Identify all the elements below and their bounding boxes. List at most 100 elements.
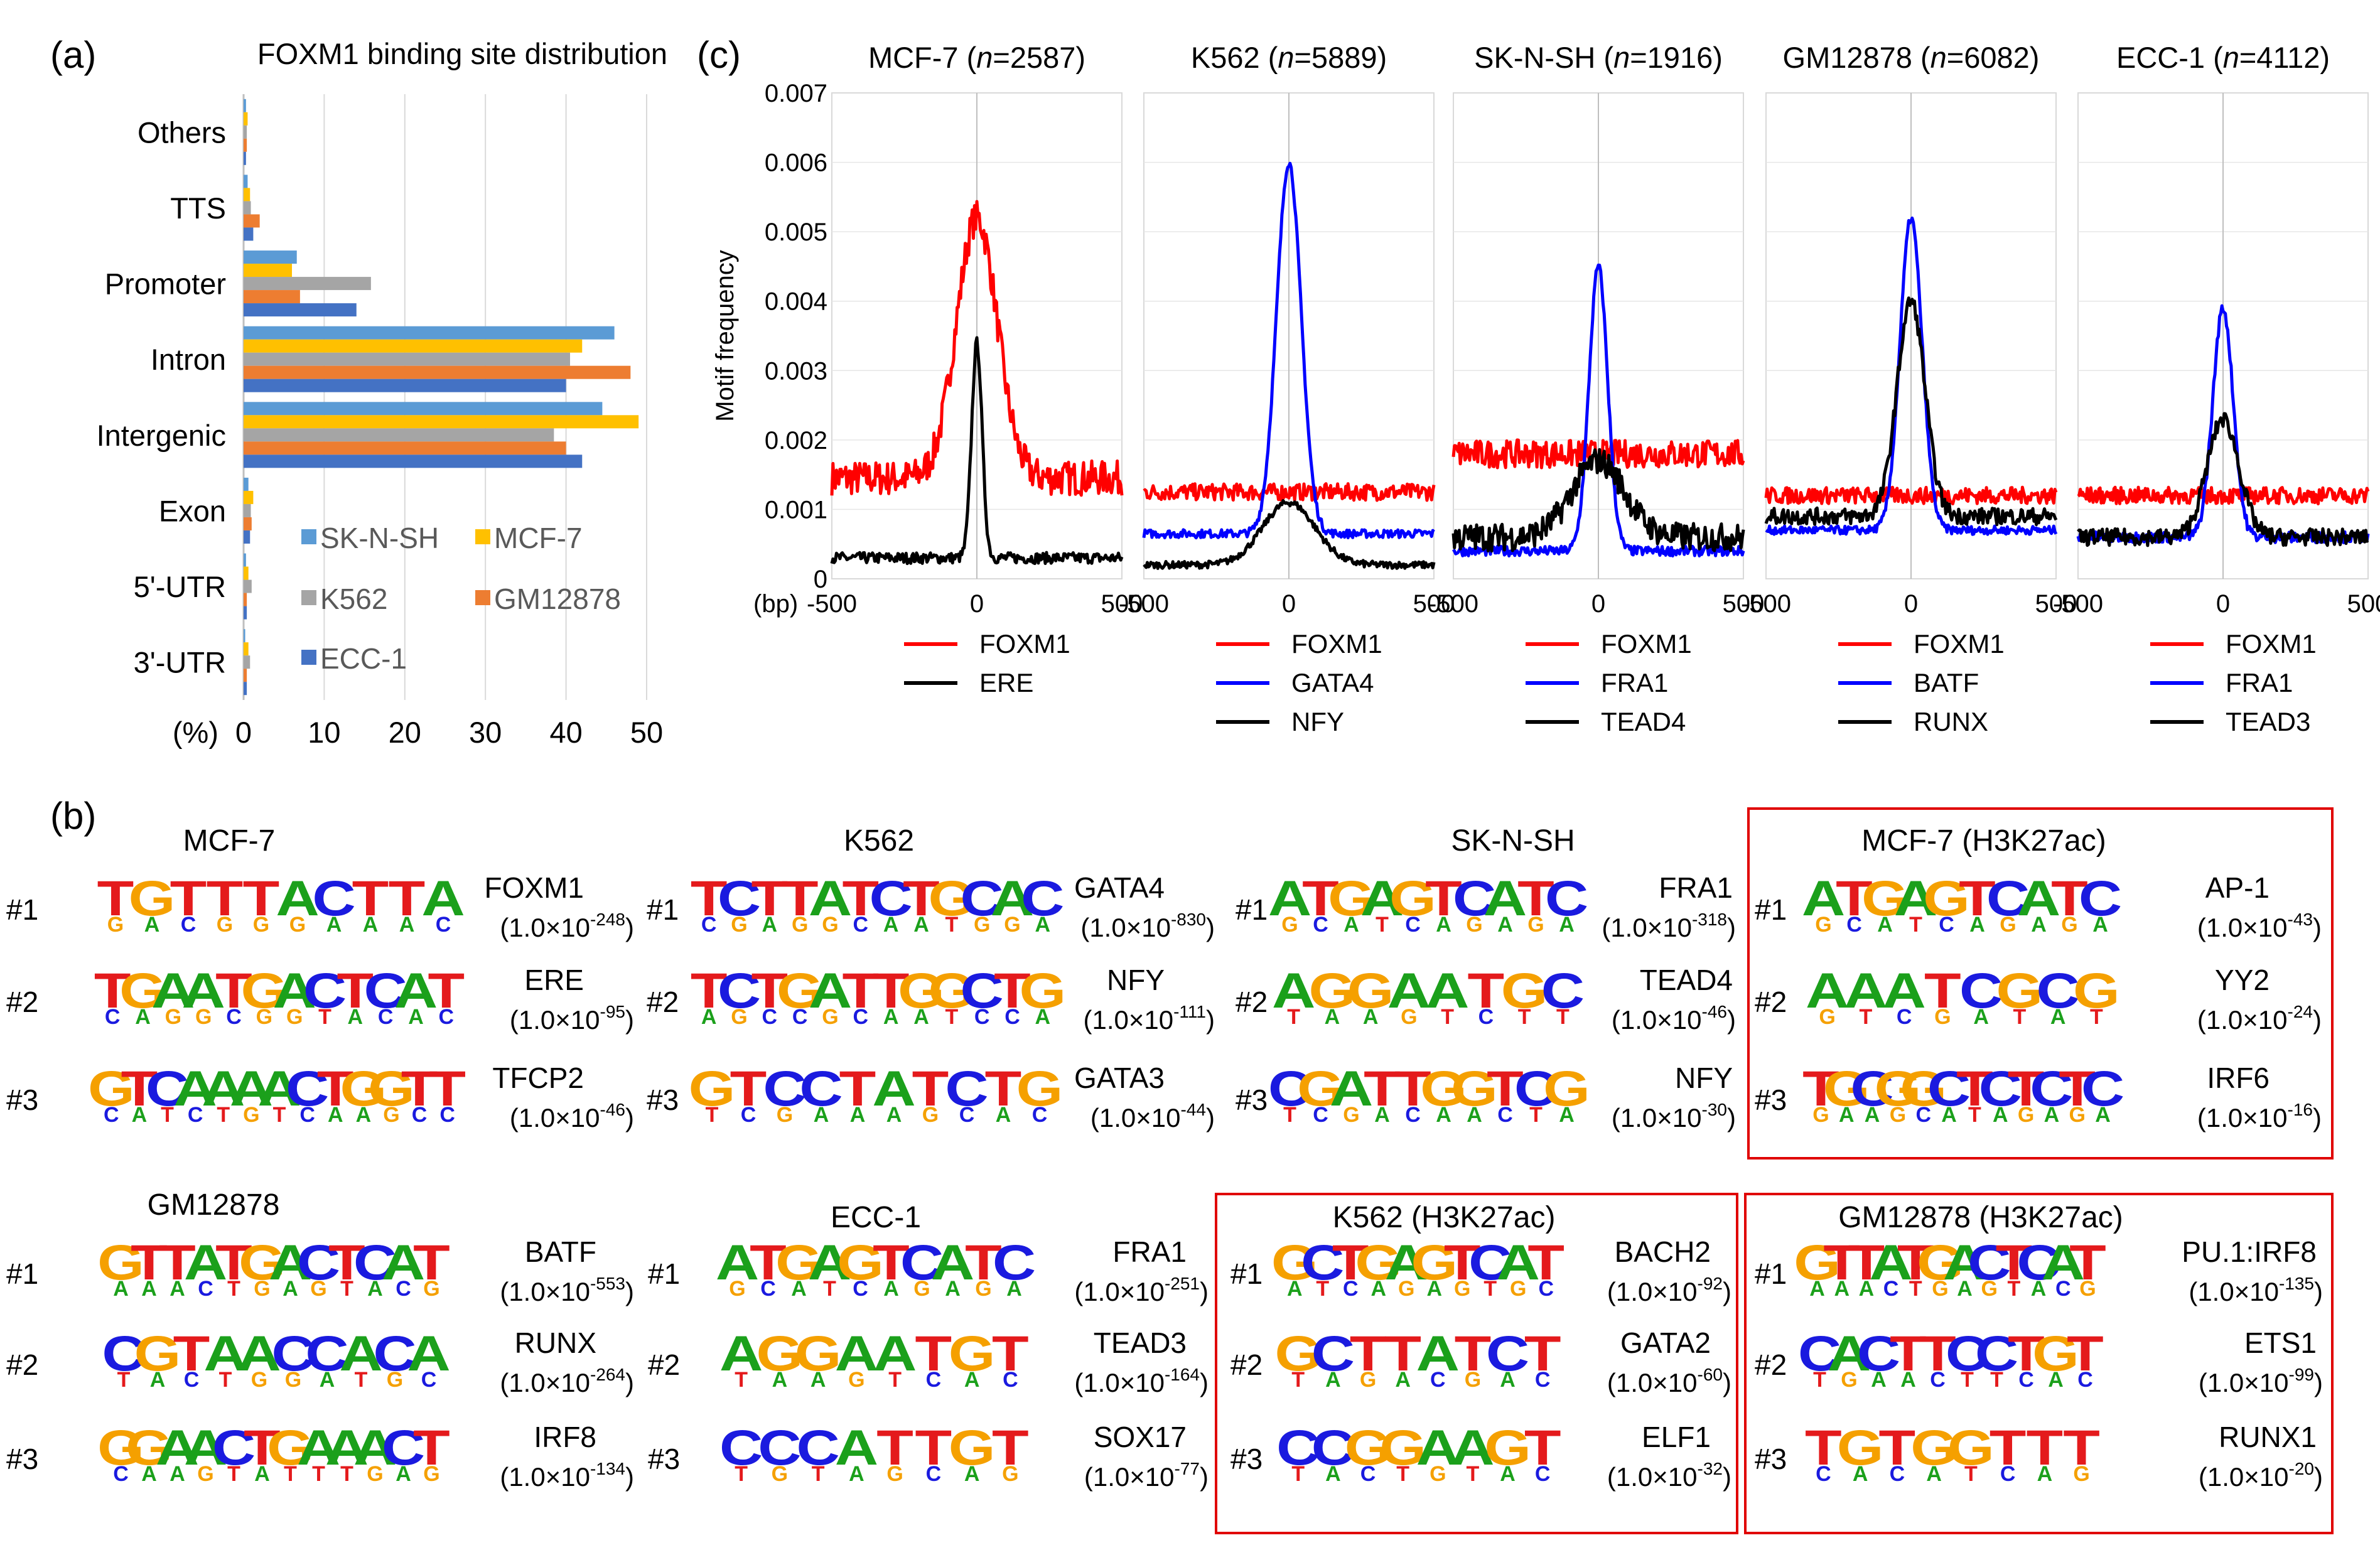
motif-logo-letter-minor: G xyxy=(423,1277,439,1301)
motif-logo-letter-minor: G xyxy=(1934,1005,1951,1029)
motif-logo-letter: T xyxy=(94,963,131,1018)
motif-logo-letter-minor: G xyxy=(285,1368,301,1392)
chart-c-legend-label: TEAD3 xyxy=(2226,707,2310,736)
chart-a-bar xyxy=(244,503,251,517)
motif-logo-letter: A xyxy=(273,963,316,1018)
motif-logo-letter: G xyxy=(1923,871,1970,926)
motif-logo-letter-minor: A xyxy=(945,1277,961,1301)
motif-pvalue: (1.0×10-32) xyxy=(1607,1459,1731,1492)
motif-panel-box xyxy=(1747,807,2334,1160)
motif-logo-letter: T xyxy=(873,963,910,1018)
motif-rank: #3 xyxy=(1230,1443,1263,1475)
motif-logo-letter: C xyxy=(799,1061,843,1116)
motif-logo-letter-minor: A xyxy=(1370,1277,1386,1301)
motif-logo-letter: G xyxy=(240,963,288,1018)
motif-rank: #1 xyxy=(648,1257,680,1290)
motif-logo-letter-minor: A xyxy=(1497,913,1513,937)
chart-a-bar xyxy=(244,303,357,317)
motif-logo-letter-minor: A xyxy=(328,1103,343,1127)
motif-logo-letter-minor: G xyxy=(1454,1277,1470,1301)
motif-logo-letter: C xyxy=(1268,1061,1311,1116)
motif-logo-letter: C xyxy=(763,1061,806,1116)
motif-logo-letter-minor: G xyxy=(423,1462,439,1486)
motif-logo-letter: T xyxy=(1890,1326,1927,1381)
chart-c-xtick: -500 xyxy=(1428,590,1478,618)
motif-logo-letter: T xyxy=(691,871,728,926)
motif-logo-letter-minor: T xyxy=(117,1368,131,1392)
motif-logo-letter-minor: G xyxy=(1401,1005,1417,1029)
motif-logo-letter: A xyxy=(835,1420,878,1475)
motif-rank: #2 xyxy=(647,986,679,1018)
motif-logo-letter-minor: C xyxy=(853,1277,868,1301)
motif-logo-letter: G xyxy=(1274,1326,1322,1381)
motif-logo-letter-minor: G xyxy=(253,913,269,937)
motif-logo-letter-minor: T xyxy=(284,1462,297,1486)
motif-logo-letter: T xyxy=(2008,1061,2045,1116)
motif-logo-letter: G xyxy=(129,871,176,926)
motif-logo-letter-minor: A xyxy=(320,1368,335,1392)
chart-a-bar xyxy=(244,682,247,696)
motif-logo-letter: G xyxy=(949,1326,996,1381)
motif-logo-letter: A xyxy=(808,1235,851,1290)
chart-c-ytick: 0.002 xyxy=(765,427,827,455)
motif-pvalue: (1.0×10-318) xyxy=(1602,910,1736,942)
chart-a-bar xyxy=(244,214,260,228)
motif-logo-letter: T xyxy=(992,1420,1029,1475)
motif-logo-letter: C xyxy=(1514,1061,1558,1116)
motif-logo-letter: T xyxy=(2063,1420,2100,1475)
motif-logo-letter-minor: C xyxy=(184,1368,200,1392)
motif-logo-letter: G xyxy=(795,1326,842,1381)
motif-logo-letter-minor: A xyxy=(2031,1277,2047,1301)
motif-name: IRF6 xyxy=(2207,1062,2270,1094)
motif-logo-letter-minor: A xyxy=(1325,1462,1341,1486)
motif-name: IRF8 xyxy=(534,1421,596,1453)
motif-name: TEAD3 xyxy=(1094,1326,1187,1359)
motif-logo-letter: T xyxy=(244,1420,281,1475)
chart-c-legend-label: FRA1 xyxy=(2226,668,2293,697)
motif-logo-letter: G xyxy=(689,1061,736,1116)
motif-logo-letter: T xyxy=(170,871,207,926)
motif-logo-letter: G xyxy=(928,871,975,926)
motif-logo-letter-minor: A xyxy=(408,1005,424,1029)
chart-a-category-label: TTS xyxy=(170,191,226,225)
motif-logo-letter-minor: A xyxy=(326,913,342,937)
motif-logo-letter: T xyxy=(750,1235,787,1290)
motif-logo-letter-minor: A xyxy=(2092,913,2108,937)
motif-logo-letter: G xyxy=(1355,1235,1402,1290)
motif-logo-letter-minor: A xyxy=(356,1103,372,1127)
motif-rank: #1 xyxy=(6,893,38,926)
motif-pvalue: (1.0×10-92) xyxy=(1607,1274,1731,1306)
motif-logo-letter: A xyxy=(1806,963,1849,1018)
motif-logo-letter: C xyxy=(297,1235,340,1290)
motif-logo-letter: T xyxy=(352,871,389,926)
motif-logo-letter-minor: A xyxy=(141,1462,157,1486)
motif-logo-letter-minor: C xyxy=(762,1005,778,1029)
motif-logo-letter: T xyxy=(2059,1061,2096,1116)
motif-logo-letter-minor: T xyxy=(1518,1005,1531,1029)
motif-logo-letter: C xyxy=(993,1235,1036,1290)
motif-logo-letter: A xyxy=(202,1061,245,1116)
chart-c-legend-label: FOXM1 xyxy=(979,629,1070,659)
chart-a-xlabel: (%) xyxy=(173,716,218,749)
chart-a-category-label: Others xyxy=(137,116,226,149)
chart-a-legend-swatch xyxy=(301,590,316,605)
motif-logo-letter-minor: C xyxy=(1535,1462,1551,1486)
motif-logo-letter-minor: G xyxy=(2073,1462,2089,1486)
motif-logo-letter: G xyxy=(1328,871,1375,926)
motif-logo-letter: T xyxy=(1332,1235,1369,1290)
motif-logo-letter-minor: G xyxy=(772,1462,788,1486)
motif-logo-letter: C xyxy=(212,1420,256,1475)
chart-a-bar xyxy=(244,441,566,455)
motif-logo-letter-minor: A xyxy=(399,913,415,937)
motif-logo-letter: T xyxy=(389,871,426,926)
motif-logo-letter-minor: G xyxy=(310,1277,326,1301)
motif-logo-letter: C xyxy=(718,871,761,926)
motif-pvalue: (1.0×10-44) xyxy=(1090,1100,1215,1133)
motif-logo-letter-minor: C xyxy=(974,1005,990,1029)
motif-logo-letter-minor: C xyxy=(853,1005,869,1029)
motif-logo-letter-minor: G xyxy=(1002,1462,1018,1486)
chart-c-series-line xyxy=(1451,448,1745,553)
motif-logo-letter: T xyxy=(1350,1326,1387,1381)
motif-name: RUNX1 xyxy=(2219,1421,2317,1453)
